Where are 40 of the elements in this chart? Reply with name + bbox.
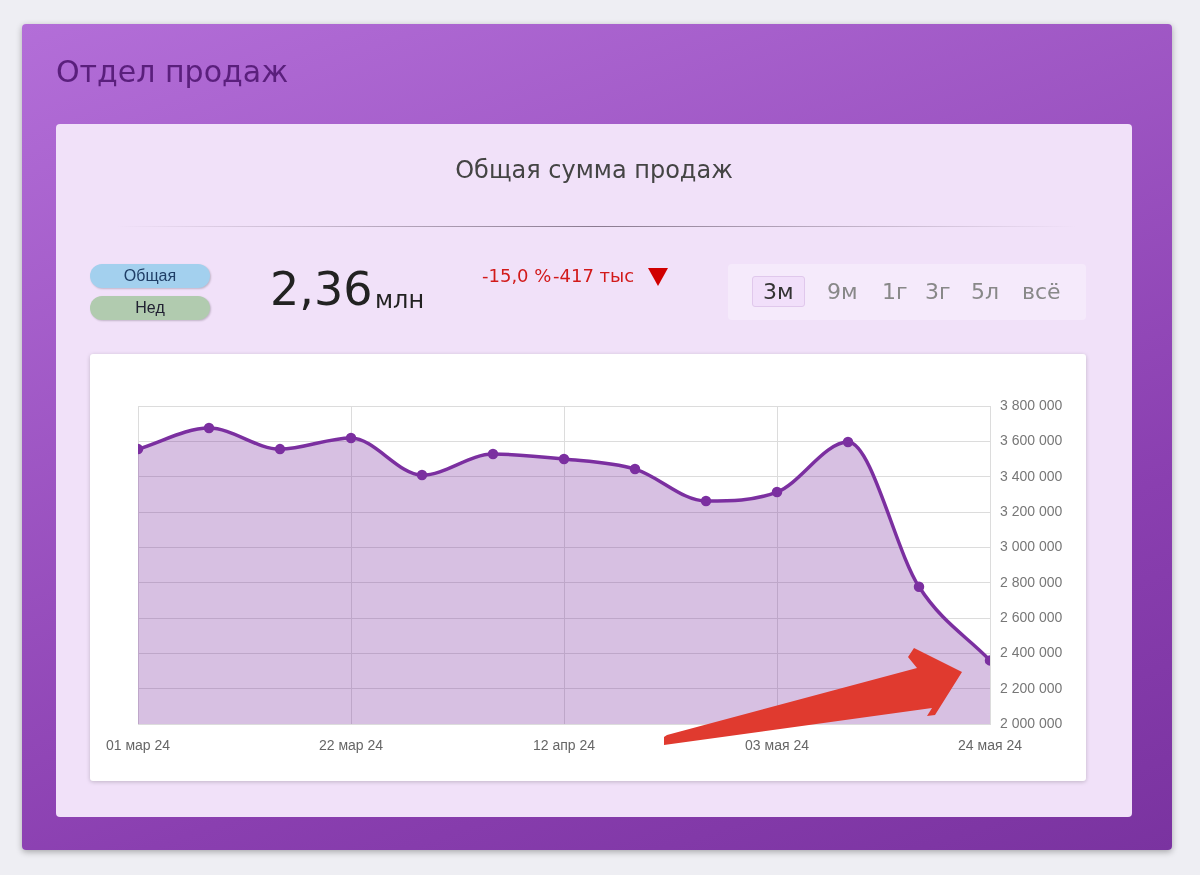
y-tick-label: 3 600 000 [1000,432,1063,449]
point [842,436,854,448]
y-tick-label: 2 000 000 [1000,714,1063,731]
y-tick-label: 2 800 000 [1000,573,1063,590]
text: 1г [882,279,908,304]
text: Общая [90,264,210,288]
text: 9м [827,279,858,304]
chart-title: Отдел продаж [56,54,289,89]
point [913,581,925,592]
y-tick-label: 2 200 000 [1000,679,1063,696]
point [629,463,641,475]
point [416,469,428,481]
text: -15,0 % [482,265,552,286]
y-tick-label: 3 200 000 [1000,502,1063,519]
y-tick-label: 3 800 000 [1000,396,1063,413]
point [203,422,215,434]
text: 5л [971,279,1000,304]
text: -417 тыс [553,265,635,286]
text: всё [1022,279,1061,304]
y-tick-label: 2 600 000 [1000,608,1063,625]
point [274,443,286,455]
point [558,453,570,465]
text: Нед [90,296,210,320]
point [700,495,712,507]
text: 3м [752,276,805,307]
y-tick-label: 3 400 000 [1000,467,1063,484]
text: 2,36 [270,262,373,316]
y-tick-label: 2 400 000 [1000,644,1063,661]
x-tick-label: 22 мар 24 [318,737,384,754]
chart-subtitle: Общая сумма продаж [454,156,734,184]
point [345,432,357,444]
y-tick-label: 3 000 000 [1000,538,1063,555]
x-tick-label: 03 мая 24 [745,737,810,754]
text: млн [375,286,425,314]
x-tick-label: 12 апр 24 [532,737,596,754]
text: 3г [925,279,951,304]
x-tick-label: 01 мар 24 [105,737,171,754]
point [771,486,783,498]
x-tick-label: 24 мая 24 [958,737,1023,754]
point [487,448,499,460]
